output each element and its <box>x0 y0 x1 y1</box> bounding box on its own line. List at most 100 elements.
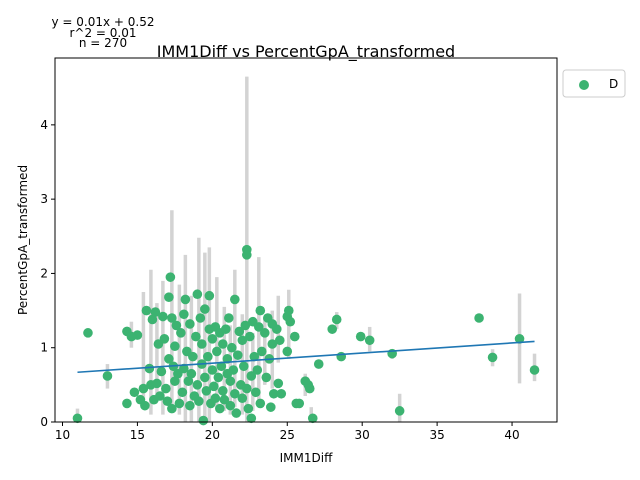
data-point <box>216 361 227 372</box>
data-point <box>256 346 267 357</box>
data-point <box>174 398 185 409</box>
data-point <box>162 396 173 407</box>
y-axis-label: PercentGpA_transformed <box>16 165 30 315</box>
r-squared-annotation: r^2 = 0.01 <box>69 26 136 40</box>
data-point <box>336 351 347 362</box>
x-tick-label: 40 <box>504 428 519 442</box>
data-point <box>271 324 282 334</box>
data-point <box>285 316 296 327</box>
data-point <box>164 354 174 364</box>
data-point <box>228 365 239 375</box>
data-point <box>331 314 342 325</box>
legend-box <box>562 69 626 98</box>
data-point <box>514 334 525 344</box>
data-point <box>237 335 248 346</box>
data-point <box>242 383 252 394</box>
data-point <box>207 365 218 375</box>
data-point <box>239 361 249 372</box>
data-point <box>158 311 168 322</box>
data-point <box>194 396 204 407</box>
data-point <box>225 376 236 386</box>
data-point <box>183 376 194 386</box>
data-point <box>207 334 218 344</box>
data-point <box>203 351 213 362</box>
data-point <box>177 387 188 398</box>
data-point <box>192 380 203 390</box>
data-point <box>283 305 294 316</box>
data-point <box>138 383 149 394</box>
data-point <box>268 388 279 399</box>
data-point <box>132 330 143 340</box>
x-axis-label: IMM1Diff <box>280 451 333 465</box>
data-point <box>192 289 203 300</box>
data-point <box>259 328 270 338</box>
y-tick-label: 4 <box>40 118 48 132</box>
data-point <box>249 351 260 362</box>
data-point <box>218 339 228 349</box>
x-tick-label: 25 <box>280 428 295 442</box>
data-point <box>307 413 318 424</box>
x-tick-label: 20 <box>205 428 220 442</box>
data-point <box>274 335 285 346</box>
y-tick-label: 3 <box>40 192 48 206</box>
data-point <box>255 305 266 316</box>
data-point <box>231 408 242 418</box>
y-tick-label: 1 <box>40 341 48 355</box>
data-point <box>487 352 498 363</box>
data-point <box>179 309 189 320</box>
data-point <box>227 342 237 353</box>
x-axis-ticks: 10 15 20 25 30 35 40 <box>55 422 520 442</box>
data-point <box>188 351 198 362</box>
data-point <box>152 378 162 389</box>
data-point <box>200 304 210 314</box>
data-point <box>155 391 165 401</box>
data-point <box>185 400 195 411</box>
data-point <box>147 314 158 325</box>
data-point <box>327 324 338 334</box>
data-point <box>212 346 222 357</box>
data-point <box>252 365 263 375</box>
data-point <box>282 346 293 357</box>
plot-frame <box>54 57 558 423</box>
data-point <box>253 322 264 332</box>
data-point <box>276 388 287 399</box>
sample-size-annotation: n = 270 <box>79 36 127 50</box>
data-point <box>197 339 207 349</box>
data-point <box>167 313 177 323</box>
data-point <box>246 371 257 381</box>
data-point <box>218 386 228 396</box>
x-tick-label: 35 <box>429 428 444 442</box>
data-point <box>213 372 224 383</box>
data-point <box>245 331 255 342</box>
data-point <box>273 378 284 389</box>
data-point <box>261 372 272 383</box>
data-point <box>474 313 484 323</box>
data-point <box>243 403 254 414</box>
data-point <box>201 386 212 396</box>
regression-line-segment <box>77 340 535 374</box>
x-tick-label: 10 <box>55 428 70 442</box>
data-point <box>150 307 161 317</box>
data-point <box>233 350 243 360</box>
data-point <box>165 272 176 282</box>
regression-line <box>77 340 535 374</box>
data-point <box>140 400 150 411</box>
data-point <box>224 313 234 323</box>
data-point <box>304 383 315 394</box>
data-point <box>364 335 375 346</box>
data-point <box>210 393 221 404</box>
legend-marker-d <box>579 80 589 90</box>
data-point <box>219 394 230 405</box>
data-point <box>225 400 236 411</box>
fit-equation-annotation: y = 0.01x + 0.52 <box>51 15 154 29</box>
data-point <box>529 365 540 375</box>
data-point <box>294 398 305 409</box>
data-point <box>144 363 155 374</box>
data-point <box>129 387 140 398</box>
data-point <box>186 368 197 379</box>
data-point <box>141 305 152 316</box>
y-axis-ticks: 0 1 2 3 4 <box>40 118 55 429</box>
y-tick-label: 0 <box>40 415 48 429</box>
data-point <box>200 372 210 383</box>
data-point <box>240 320 251 331</box>
